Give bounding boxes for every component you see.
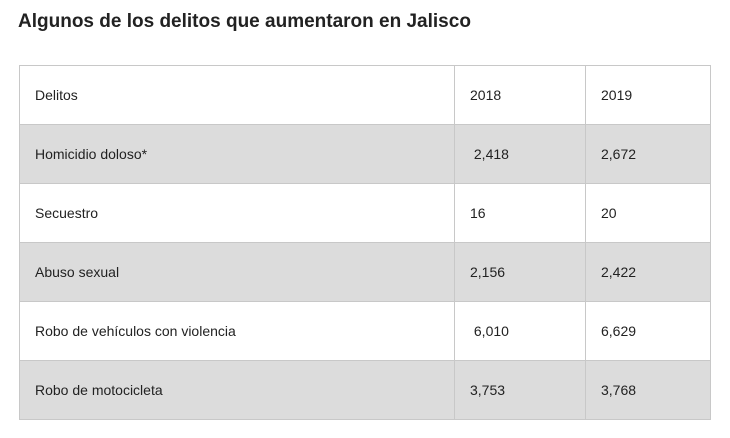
column-header-2018: 2018 [454,65,586,125]
cell-2018: 16 [454,183,586,243]
cell-2018: 6,010 [454,301,586,361]
cell-delito: Secuestro [19,183,455,243]
crime-table: Delitos 2018 2019 Homicidio doloso* 2,41… [19,65,711,420]
cell-2019: 20 [585,183,711,243]
cell-2019: 2,422 [585,242,711,302]
table-row: Secuestro 16 20 [19,183,711,243]
table-row: Abuso sexual 2,156 2,422 [19,242,711,302]
cell-delito: Robo de vehículos con violencia [19,301,455,361]
cell-2019: 2,672 [585,124,711,184]
cell-delito: Homicidio doloso* [19,124,455,184]
table-row: Robo de motocicleta 3,753 3,768 [19,360,711,420]
column-header-delitos: Delitos [19,65,455,125]
cell-2019: 3,768 [585,360,711,420]
cell-2019: 6,629 [585,301,711,361]
column-header-2019: 2019 [585,65,711,125]
cell-2018: 3,753 [454,360,586,420]
cell-2018: 2,418 [454,124,586,184]
cell-delito: Robo de motocicleta [19,360,455,420]
cell-delito: Abuso sexual [19,242,455,302]
page-title: Algunos de los delitos que aumentaron en… [18,11,471,32]
table-header-row: Delitos 2018 2019 [19,65,711,125]
cell-2018: 2,156 [454,242,586,302]
table-row: Homicidio doloso* 2,418 2,672 [19,124,711,184]
table-row: Robo de vehículos con violencia 6,010 6,… [19,301,711,361]
